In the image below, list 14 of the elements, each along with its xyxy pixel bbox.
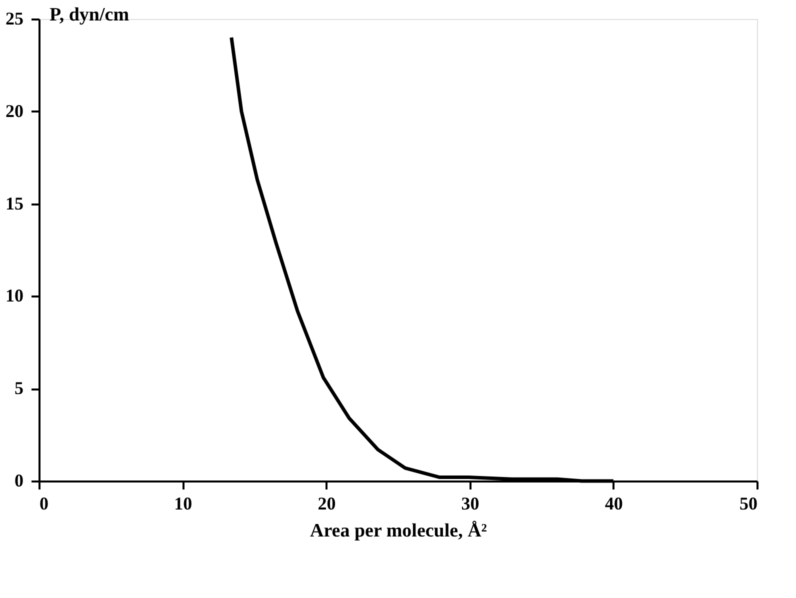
x-tick-label: 40 — [604, 494, 623, 514]
y-tick-label: 25 — [6, 8, 24, 28]
x-axis-title: Area per molecule, Å² — [310, 520, 488, 542]
x-tick-label: 20 — [318, 494, 336, 514]
y-tick-label: 5 — [14, 378, 24, 398]
y-axis-title: P, dyn/cm — [50, 4, 130, 26]
y-tick-label: 15 — [6, 193, 24, 214]
y-tick-label: 10 — [6, 286, 24, 306]
x-tick-label: 50 — [740, 494, 758, 514]
x-tick-label: 30 — [461, 494, 480, 514]
y-tick-label: 0 — [14, 470, 24, 490]
y-tick-label: 20 — [6, 100, 24, 121]
x-tick-label: 10 — [174, 494, 192, 514]
x-tick-label: 0 — [40, 494, 48, 514]
